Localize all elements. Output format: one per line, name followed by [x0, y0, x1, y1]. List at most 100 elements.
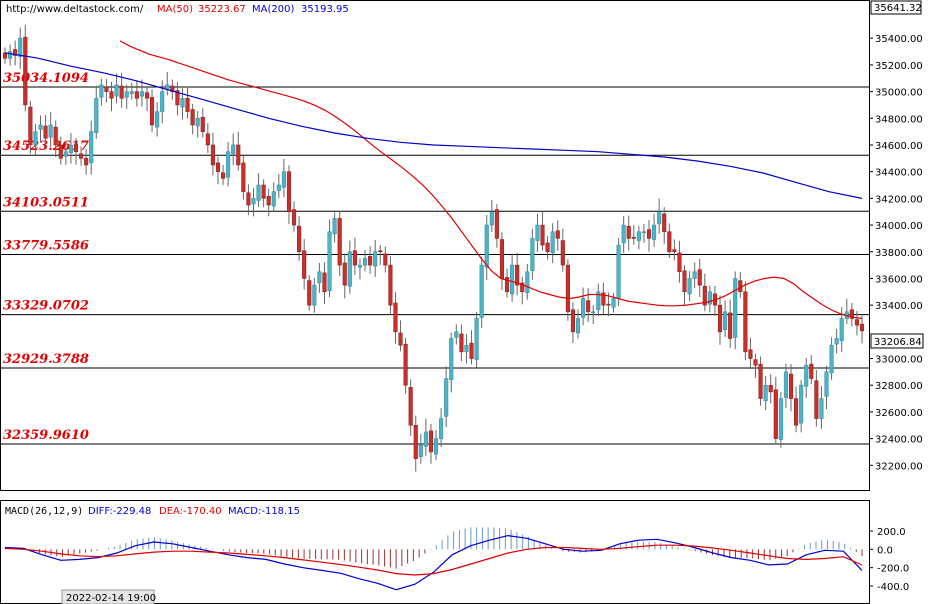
- candle-down: [809, 363, 814, 379]
- candle-down: [758, 363, 763, 399]
- price-tick-label: 32600.00: [875, 408, 923, 419]
- candle-up: [89, 131, 94, 164]
- level-label: 33329.0702: [3, 299, 89, 314]
- candle-down: [261, 184, 266, 199]
- candle-down: [728, 312, 733, 339]
- candle-down: [266, 195, 271, 206]
- candle-up: [652, 224, 657, 240]
- candle-down: [570, 309, 576, 333]
- candle-up: [484, 224, 489, 268]
- candle-down: [383, 253, 388, 266]
- candle-down: [606, 303, 611, 306]
- candle-up: [636, 231, 641, 241]
- candle-up: [8, 51, 13, 59]
- macd-tick-label: -400.0: [877, 582, 909, 593]
- candle-down: [215, 162, 221, 172]
- candle-up: [124, 91, 129, 98]
- candle-down: [565, 264, 570, 313]
- candle-up: [423, 431, 428, 447]
- candle-up: [251, 198, 256, 205]
- candle-up: [256, 184, 261, 201]
- candle-up: [464, 344, 469, 353]
- candle-down: [241, 162, 246, 192]
- candle-down: [677, 252, 682, 273]
- ma50-value: 35223.67: [198, 4, 246, 15]
- macd-diff-line: [4, 534, 863, 591]
- candle-up: [581, 298, 586, 318]
- macd-axis: 200.0 0.0 -200.0 -400.0: [869, 527, 909, 593]
- candle-down: [185, 98, 190, 112]
- candle-down: [738, 280, 743, 293]
- candle-down: [200, 116, 205, 132]
- candle-down: [53, 126, 58, 146]
- candle-up: [479, 264, 484, 318]
- candle-up: [332, 218, 337, 235]
- candle-down: [859, 323, 865, 332]
- candle-down: [378, 250, 383, 253]
- candle-up: [723, 311, 728, 330]
- candle-up: [804, 364, 809, 387]
- candle-up: [834, 338, 839, 345]
- candle-up: [129, 91, 134, 94]
- candle-up: [591, 311, 596, 314]
- candle-down: [352, 250, 357, 266]
- candle-up: [819, 398, 824, 419]
- candle-down: [236, 144, 241, 166]
- price-tick-label: 32400.00: [875, 435, 923, 446]
- candle-up: [829, 344, 834, 374]
- level-label: 35034.1094: [3, 71, 89, 86]
- candle-up: [550, 231, 555, 254]
- candle-down: [697, 269, 702, 286]
- candle-up: [657, 211, 662, 225]
- candle-down: [2, 52, 8, 59]
- candle-up: [48, 124, 53, 138]
- candle-up: [616, 244, 621, 299]
- candle-down: [560, 240, 565, 266]
- current-price-box: [870, 333, 924, 349]
- candle-up: [510, 264, 515, 295]
- candle-down: [119, 85, 124, 99]
- candle-down: [428, 430, 434, 453]
- candle-down: [393, 302, 398, 333]
- candle-down: [73, 143, 79, 152]
- candle-down: [205, 133, 210, 146]
- candle-up: [444, 378, 449, 417]
- candle-up: [94, 98, 99, 133]
- candle-down: [586, 300, 591, 313]
- candle-down: [337, 218, 342, 266]
- candle-down: [631, 237, 636, 239]
- candle-up: [535, 224, 540, 241]
- candle-up: [312, 284, 317, 306]
- price-tick-label: 35400.00: [875, 34, 923, 45]
- price-tick-label: 33800.00: [875, 248, 923, 259]
- candle-down: [291, 209, 297, 226]
- candle-down: [494, 209, 499, 239]
- candle-down: [84, 158, 89, 166]
- candle-down: [459, 333, 464, 353]
- candle-down: [504, 277, 510, 293]
- candle-up: [641, 231, 646, 233]
- level-label: 32929.3788: [3, 352, 89, 367]
- ma50-label: MA(50): [157, 4, 193, 15]
- candle-up: [155, 111, 160, 128]
- price-panel-frame: [0, 0, 870, 491]
- candle-up: [449, 338, 454, 380]
- candle-down: [794, 398, 799, 426]
- macd-histogram: [4, 527, 863, 569]
- candle-down: [520, 282, 525, 293]
- candle-down: [667, 231, 672, 253]
- candle-down: [190, 109, 195, 126]
- candle-up: [525, 271, 530, 294]
- candle-down: [175, 90, 180, 106]
- candle-up: [276, 184, 281, 191]
- candle-down: [626, 225, 631, 239]
- candle-down: [849, 309, 854, 319]
- price-tick-label: 34400.00: [875, 168, 923, 179]
- candle-up: [63, 151, 68, 157]
- price-tick-label: 34800.00: [875, 114, 923, 125]
- price-tick-label: 34000.00: [875, 221, 923, 232]
- candle-down: [368, 256, 373, 266]
- macd-diff-label: DIFF:-229.48: [88, 506, 151, 517]
- candle-down: [545, 242, 550, 253]
